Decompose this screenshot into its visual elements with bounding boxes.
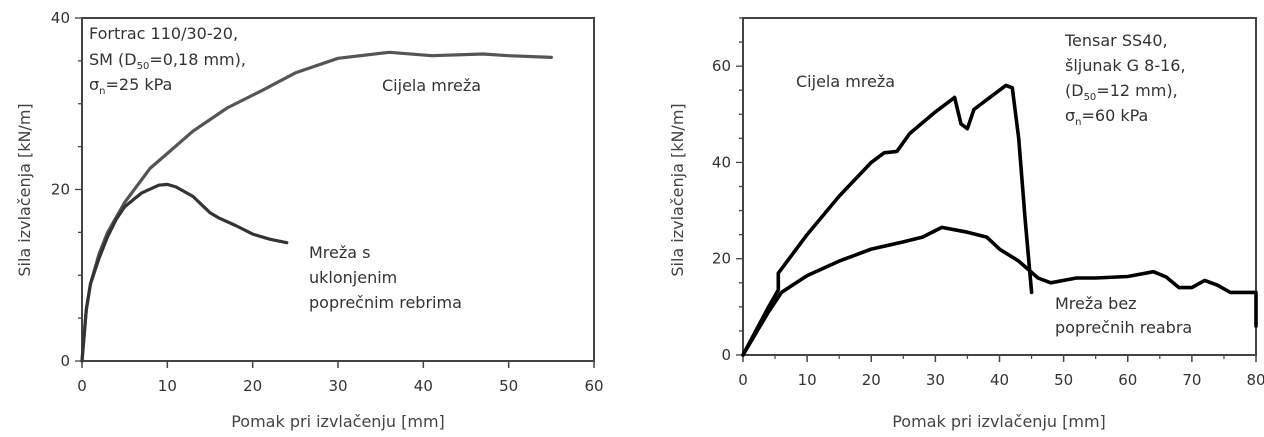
series-label-line-1: Mreža bez: [1055, 294, 1137, 313]
info-line-4: σn=60 kPa: [1065, 106, 1148, 128]
x-tick-label: 40: [414, 377, 433, 395]
y-tick-label: 60: [712, 57, 731, 75]
x-tick-label: 80: [1246, 371, 1264, 389]
x-tick-label: 0: [77, 377, 87, 395]
x-tick-label: 20: [862, 371, 881, 389]
x-tick-label: 50: [1054, 371, 1073, 389]
x-tick-label: 60: [584, 377, 603, 395]
x-axis-label: Pomak pri izvlačenju [mm]: [892, 412, 1106, 431]
info-line-2: SM (D50=0,18 mm),: [89, 50, 246, 72]
info-line-3: (D50=12 mm),: [1065, 81, 1178, 103]
chart-right: 0 10 20 30 40 50 60 70 80 0 20 40 60 Pomak pri izvl…: [668, 17, 1264, 431]
series-lines: [80, 50, 553, 363]
info-annotation: Tensar SS40, šljunak G 8-16, (D50=12 mm)…: [1064, 31, 1186, 128]
x-tick-label: 10: [798, 371, 817, 389]
y-tick-label: 20: [712, 250, 731, 268]
series-label-line-2: uklonjenim: [309, 268, 397, 287]
info-annotation: Fortrac 110/30-20, SM (D50=0,18 mm), σn=…: [89, 24, 246, 97]
x-tick-label: 0: [738, 371, 748, 389]
x-axis-label: Pomak pri izvlačenju [mm]: [231, 412, 445, 431]
x-tick-label: 10: [158, 377, 177, 395]
x-ticks: 0 10 20 30 40 50 60: [77, 361, 604, 395]
info-line-1: Fortrac 110/30-20,: [89, 24, 238, 43]
series-line-2: [741, 225, 1258, 357]
x-tick-label: 30: [926, 371, 945, 389]
y-tick-label: 0: [60, 352, 70, 370]
y-tick-label: 20: [51, 181, 70, 199]
x-tick-label: 60: [1118, 371, 1137, 389]
y-ticks: 0 20 40: [51, 9, 82, 370]
series-label-mreza-bez: Mreža bez poprečnih reabra: [1055, 294, 1192, 337]
y-axis-label: Sila izvlačenja [kN/m]: [15, 103, 34, 276]
series-label-cijela-mreza: Cijela mreža: [796, 72, 895, 91]
y-tick-label: 40: [51, 9, 70, 27]
y-ticks: 0 20 40 60: [712, 17, 743, 364]
info-line-3: σn=25 kPa: [89, 75, 172, 97]
y-tick-label: 40: [712, 153, 731, 171]
x-ticks: 0 10 20 30 40 50 60 70 80: [738, 355, 1264, 389]
series-label-line-1: Mreža s: [309, 243, 371, 262]
series-label-mreza-s-uklonjenim: Mreža s uklonjenim poprečnim rebrima: [309, 243, 462, 312]
series-line-1: [80, 50, 553, 363]
info-line-2: šljunak G 8-16,: [1065, 56, 1186, 75]
x-tick-label: 70: [1182, 371, 1201, 389]
y-tick-label: 0: [721, 346, 731, 364]
y-axis-label: Sila izvlačenja [kN/m]: [668, 103, 687, 276]
series-label-line-2: poprečnih reabra: [1055, 318, 1192, 337]
x-tick-label: 50: [499, 377, 518, 395]
x-tick-label: 40: [990, 371, 1009, 389]
x-tick-label: 30: [328, 377, 347, 395]
series-label-cijela-mreza: Cijela mreža: [382, 76, 481, 95]
chart-left: 0 10 20 30 40 50 60 0 20 40 Pomak pri izvlačenju…: [15, 9, 604, 431]
series-line-1: [741, 83, 1034, 357]
x-tick-label: 20: [243, 377, 262, 395]
info-line-1: Tensar SS40,: [1064, 31, 1168, 50]
series-label-line-3: poprečnim rebrima: [309, 293, 462, 312]
series-line-2: [80, 182, 289, 363]
series-lines: [741, 83, 1258, 357]
